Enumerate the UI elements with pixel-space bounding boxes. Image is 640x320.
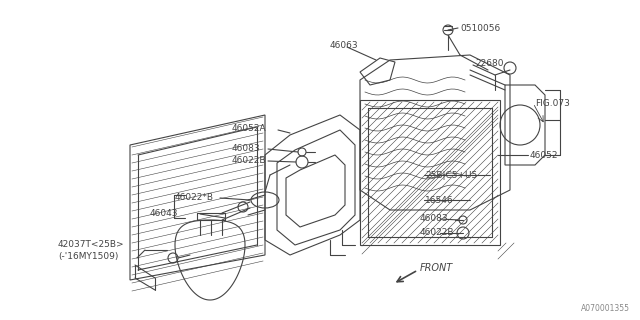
Text: FIG.073: FIG.073 — [535, 99, 570, 108]
Text: (-'16MY1509): (-'16MY1509) — [58, 252, 118, 261]
Text: 22680: 22680 — [475, 59, 504, 68]
Text: 46083: 46083 — [232, 143, 260, 153]
Text: 0510056: 0510056 — [460, 23, 500, 33]
Text: 46083: 46083 — [420, 213, 449, 222]
Text: 16546: 16546 — [425, 196, 454, 204]
Text: 46022B: 46022B — [232, 156, 266, 164]
Text: FRONT: FRONT — [420, 263, 453, 273]
Text: 25B|C5+U5: 25B|C5+U5 — [425, 171, 477, 180]
Text: 46063: 46063 — [330, 41, 358, 50]
Text: A070001355: A070001355 — [581, 304, 630, 313]
Text: 46043: 46043 — [150, 209, 179, 218]
Text: 46022B: 46022B — [420, 228, 454, 236]
Text: 42037T<25B>: 42037T<25B> — [58, 239, 125, 249]
Text: 46052A: 46052A — [232, 124, 267, 132]
Text: 46052: 46052 — [530, 150, 559, 159]
Text: 46022*B: 46022*B — [175, 193, 214, 202]
